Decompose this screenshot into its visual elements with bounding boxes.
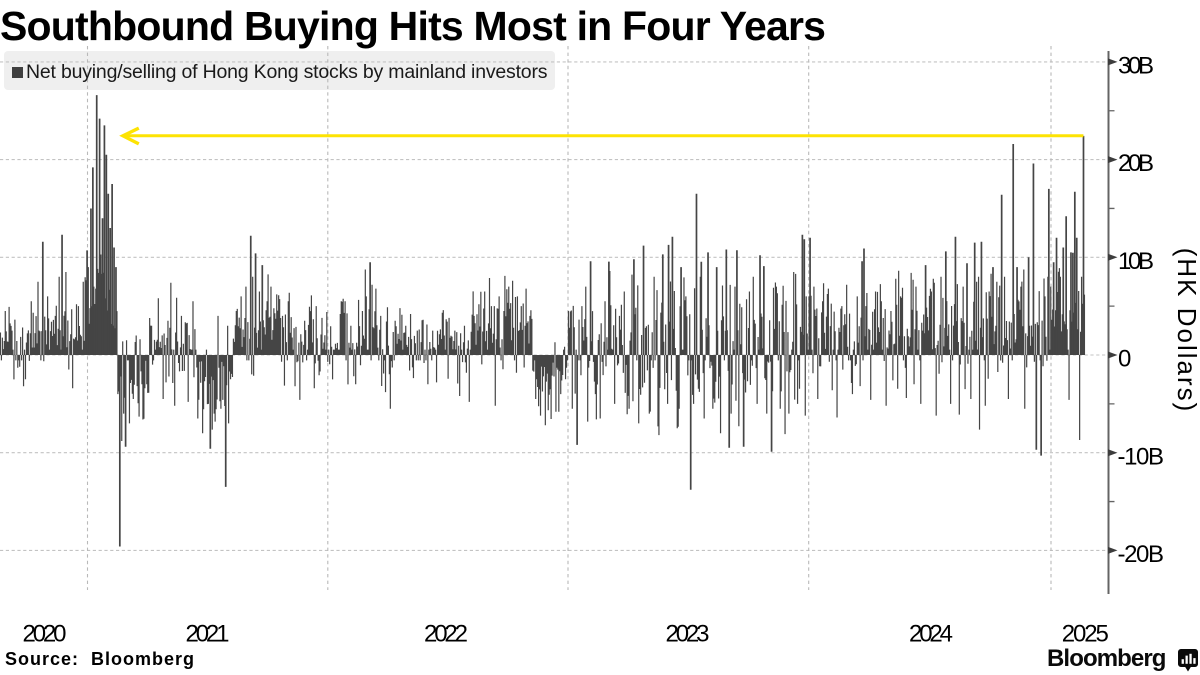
svg-text:0: 0: [1118, 346, 1131, 373]
svg-text:-10B: -10B: [1118, 443, 1165, 470]
svg-text:2022: 2022: [424, 621, 468, 648]
svg-text:2023: 2023: [666, 621, 710, 648]
svg-text:30B: 30B: [1118, 53, 1154, 80]
svg-text:(HK Dollars): (HK Dollars): [1172, 248, 1200, 414]
svg-text:20B: 20B: [1118, 150, 1154, 177]
svg-text:2021: 2021: [186, 621, 230, 648]
svg-text:2025: 2025: [1062, 621, 1109, 648]
svg-text:-20B: -20B: [1118, 541, 1165, 568]
svg-text:10B: 10B: [1118, 248, 1154, 275]
svg-text:2020: 2020: [23, 621, 67, 648]
svg-text:2024: 2024: [909, 621, 953, 648]
